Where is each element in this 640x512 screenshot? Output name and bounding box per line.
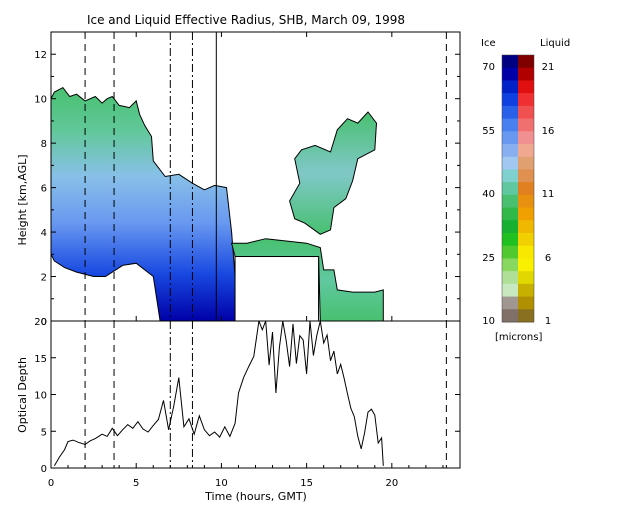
colorbar-ice-cell <box>502 156 518 170</box>
optical-depth-tick-label: 0 <box>41 464 47 475</box>
colorbar-liquid-cell <box>518 309 534 323</box>
colorbar-liquid-cell <box>518 207 534 221</box>
colorbar-liquid-cell <box>518 194 534 209</box>
colorbar-liquid-tick: 1 <box>545 316 551 327</box>
optical-depth-panel: 0 5 10 15 20 0 5 10 15 20 Optical Depth Time (ho… <box>16 317 461 503</box>
colorbar-liquid-cell <box>518 182 534 196</box>
colorbar-ice-tick: 70 <box>482 62 495 73</box>
colorbar-ice-cell <box>502 131 518 145</box>
colorbar-liquid-cell <box>518 283 534 298</box>
colorbar-ice-cell <box>502 67 518 81</box>
colorbar-ice-tick: 55 <box>482 126 495 137</box>
optical-depth-y-axis-label: Optical Depth <box>16 357 29 433</box>
colorbar-liquid-cell <box>518 156 534 170</box>
height-tick-label: 6 <box>41 184 47 195</box>
height-tick-label: 0 <box>41 317 47 328</box>
optical-depth-tick-label: 15 <box>34 354 47 365</box>
colorbar-ice-cell <box>502 245 518 259</box>
colorbar-liquid-tick: 11 <box>542 189 555 200</box>
colorbar-ice-label: Ice <box>481 38 496 49</box>
colorbar-liquid-cell <box>518 67 534 81</box>
height-tick-label: 8 <box>41 139 47 150</box>
time-tick-label: 5 <box>133 478 139 489</box>
colorbar-ice-cell <box>502 55 518 69</box>
colorbar-ice-cell <box>502 309 518 323</box>
colorbar-ice-cell <box>502 220 518 234</box>
colorbar-ice-cell <box>502 182 518 196</box>
cloud-layer-1 <box>51 86 238 321</box>
colorbar-liquid-cell <box>518 169 534 183</box>
time-tick-label: 20 <box>385 478 398 489</box>
colorbar-liquid-tick: 6 <box>545 253 551 264</box>
colorbar-ice-cell <box>502 105 518 120</box>
optical-depth-line <box>53 321 384 467</box>
colorbar-liquid-cell <box>518 80 534 94</box>
time-x-axis-label: Time (hours, GMT) <box>204 490 307 503</box>
colorbar: Ice Liquid 70 55 40 25 10 21 16 11 6 1 [microns] <box>481 38 570 343</box>
time-tick-label: 15 <box>300 478 313 489</box>
colorbar-liquid-tick: 21 <box>542 62 555 73</box>
colorbar-ice-cell <box>502 194 518 209</box>
radius-panel: 0 2 4 6 8 10 12 Height [km,AGL] <box>16 31 461 328</box>
colorbar-ice-cell <box>502 258 518 272</box>
height-tick-label: 2 <box>41 273 47 284</box>
colorbar-frame <box>501 54 535 323</box>
chart-title: Ice and Liquid Effective Radius, SHB, Ma… <box>87 13 405 27</box>
cloud-layer-2 <box>230 238 384 321</box>
colorbar-liquid-cell <box>518 131 534 145</box>
colorbar-liquid-cell <box>518 258 534 272</box>
colorbar-units: [microns] <box>495 332 542 343</box>
colorbar-ice-cell <box>502 80 518 94</box>
colorbar-liquid-cell <box>518 55 534 69</box>
colorbar-liquid-cell <box>518 245 534 259</box>
colorbar-ice-tick: 40 <box>482 189 495 200</box>
height-tick-label: 4 <box>41 228 47 239</box>
colorbar-ice-tick: 25 <box>482 253 495 264</box>
colorbar-ice-tick: 10 <box>482 316 495 327</box>
colorbar-ice-cell <box>502 296 518 310</box>
cloud-layer-3 <box>289 111 378 235</box>
optical-depth-tick-label: 20 <box>34 317 47 328</box>
colorbar-liquid-cell <box>518 271 534 285</box>
colorbar-ice-cell <box>502 207 518 221</box>
colorbar-liquid-tick: 16 <box>542 126 555 137</box>
colorbar-liquid-cell <box>518 233 534 247</box>
radius-y-axis-label: Height [km,AGL] <box>16 154 29 245</box>
colorbar-liquid-cell <box>518 296 534 310</box>
optical-depth-tick-label: 5 <box>41 427 47 438</box>
colorbar-ice-cell <box>502 233 518 247</box>
time-tick-label: 10 <box>215 478 228 489</box>
no-data-gap <box>234 256 320 321</box>
optical-depth-tick-label: 10 <box>34 391 47 402</box>
colorbar-liquid-cell <box>518 105 534 120</box>
colorbar-liquid-label: Liquid <box>540 38 570 49</box>
colorbar-ice-cell <box>502 93 518 107</box>
colorbar-liquid-cell <box>518 220 534 234</box>
colorbar-ice-cell <box>502 283 518 298</box>
colorbar-ice-cell <box>502 169 518 183</box>
colorbar-liquid-cell <box>518 118 534 132</box>
colorbar-liquid-cell <box>518 144 534 158</box>
time-tick-label: 0 <box>48 478 54 489</box>
colorbar-liquid-cell <box>518 93 534 107</box>
colorbar-ice-cell <box>502 144 518 158</box>
colorbar-ice-cell <box>502 271 518 285</box>
height-tick-label: 12 <box>34 50 47 61</box>
colorbar-ice-cell <box>502 118 518 132</box>
height-tick-label: 10 <box>34 95 47 106</box>
